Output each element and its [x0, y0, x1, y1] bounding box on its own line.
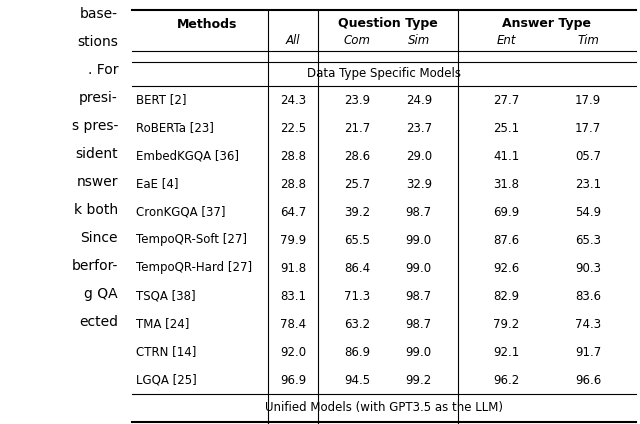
Text: nswer: nswer [77, 175, 118, 189]
Text: 86.4: 86.4 [344, 262, 371, 274]
Text: Sim: Sim [408, 33, 430, 47]
Text: 69.9: 69.9 [493, 206, 519, 218]
Text: 29.0: 29.0 [406, 150, 432, 162]
Text: . For: . For [88, 63, 118, 77]
Text: Data Type Specific Models: Data Type Specific Models [307, 67, 461, 81]
Text: 96.2: 96.2 [493, 374, 519, 387]
Text: 54.9: 54.9 [575, 206, 601, 218]
Text: EmbedKGQA [36]: EmbedKGQA [36] [136, 150, 239, 162]
Text: CronKGQA [37]: CronKGQA [37] [136, 206, 225, 218]
Text: 27.7: 27.7 [493, 94, 519, 106]
Text: 17.9: 17.9 [575, 94, 601, 106]
Text: 79.2: 79.2 [493, 318, 519, 330]
Text: stions: stions [77, 35, 118, 49]
Text: Answer Type: Answer Type [502, 17, 591, 31]
Text: 94.5: 94.5 [344, 374, 371, 387]
Text: 86.9: 86.9 [344, 346, 371, 359]
Text: s pres-: s pres- [72, 119, 118, 133]
Text: All: All [285, 33, 300, 47]
Text: 96.9: 96.9 [280, 374, 306, 387]
Text: 98.7: 98.7 [406, 290, 432, 302]
Text: 91.7: 91.7 [575, 346, 601, 359]
Text: 99.0: 99.0 [406, 234, 432, 246]
Text: 99.0: 99.0 [406, 346, 432, 359]
Text: 92.0: 92.0 [280, 346, 306, 359]
Text: 92.6: 92.6 [493, 262, 519, 274]
Text: 63.2: 63.2 [344, 318, 371, 330]
Text: 74.3: 74.3 [575, 318, 601, 330]
Text: 28.6: 28.6 [344, 150, 371, 162]
Text: 96.6: 96.6 [575, 374, 601, 387]
Text: 83.6: 83.6 [575, 290, 601, 302]
Text: 41.1: 41.1 [493, 150, 519, 162]
Text: 21.7: 21.7 [344, 122, 371, 134]
Text: 99.2: 99.2 [406, 374, 432, 387]
Text: 25.1: 25.1 [493, 122, 519, 134]
Text: 98.7: 98.7 [406, 206, 432, 218]
Text: 25.7: 25.7 [344, 178, 371, 190]
Text: Question Type: Question Type [338, 17, 438, 31]
Text: CTRN [14]: CTRN [14] [136, 346, 196, 359]
Text: 32.9: 32.9 [406, 178, 432, 190]
Text: 90.3: 90.3 [575, 262, 601, 274]
Text: 65.5: 65.5 [344, 234, 370, 246]
Text: 31.8: 31.8 [493, 178, 519, 190]
Text: 83.1: 83.1 [280, 290, 306, 302]
Text: 65.3: 65.3 [575, 234, 601, 246]
Text: 28.8: 28.8 [280, 150, 306, 162]
Text: Ent: Ent [496, 33, 516, 47]
Text: 82.9: 82.9 [493, 290, 519, 302]
Text: g QA: g QA [84, 287, 118, 301]
Text: 87.6: 87.6 [493, 234, 519, 246]
Text: presi-: presi- [79, 91, 118, 105]
Text: 23.9: 23.9 [344, 94, 371, 106]
Text: TSQA [38]: TSQA [38] [136, 290, 196, 302]
Text: 22.5: 22.5 [280, 122, 306, 134]
Text: Methods: Methods [177, 17, 237, 31]
Text: 39.2: 39.2 [344, 206, 371, 218]
Text: 24.3: 24.3 [280, 94, 306, 106]
Text: Com: Com [344, 33, 371, 47]
Text: LGQA [25]: LGQA [25] [136, 374, 196, 387]
Text: Since: Since [81, 231, 118, 245]
Text: BERT [2]: BERT [2] [136, 94, 186, 106]
Text: 92.1: 92.1 [493, 346, 519, 359]
Text: Unified Models (with GPT3.5 as the LLM): Unified Models (with GPT3.5 as the LLM) [265, 402, 503, 415]
Text: 99.0: 99.0 [406, 262, 432, 274]
Text: RoBERTa [23]: RoBERTa [23] [136, 122, 214, 134]
Text: 23.7: 23.7 [406, 122, 432, 134]
Text: base-: base- [80, 7, 118, 21]
Text: k both: k both [74, 203, 118, 217]
Text: 78.4: 78.4 [280, 318, 306, 330]
Text: EaE [4]: EaE [4] [136, 178, 179, 190]
Text: 98.7: 98.7 [406, 318, 432, 330]
Text: ected: ected [79, 315, 118, 329]
Text: Tim: Tim [577, 33, 599, 47]
Text: 64.7: 64.7 [280, 206, 306, 218]
Text: TempoQR-Soft [27]: TempoQR-Soft [27] [136, 234, 247, 246]
Text: 23.1: 23.1 [575, 178, 601, 190]
Text: TempoQR-Hard [27]: TempoQR-Hard [27] [136, 262, 252, 274]
Text: 71.3: 71.3 [344, 290, 371, 302]
Text: 05.7: 05.7 [575, 150, 601, 162]
Text: TMA [24]: TMA [24] [136, 318, 189, 330]
Text: 79.9: 79.9 [280, 234, 306, 246]
Text: 28.8: 28.8 [280, 178, 306, 190]
Text: 91.8: 91.8 [280, 262, 306, 274]
Text: berfor-: berfor- [72, 259, 118, 273]
Text: 24.9: 24.9 [406, 94, 432, 106]
Text: 17.7: 17.7 [575, 122, 601, 134]
Text: sident: sident [76, 147, 118, 161]
